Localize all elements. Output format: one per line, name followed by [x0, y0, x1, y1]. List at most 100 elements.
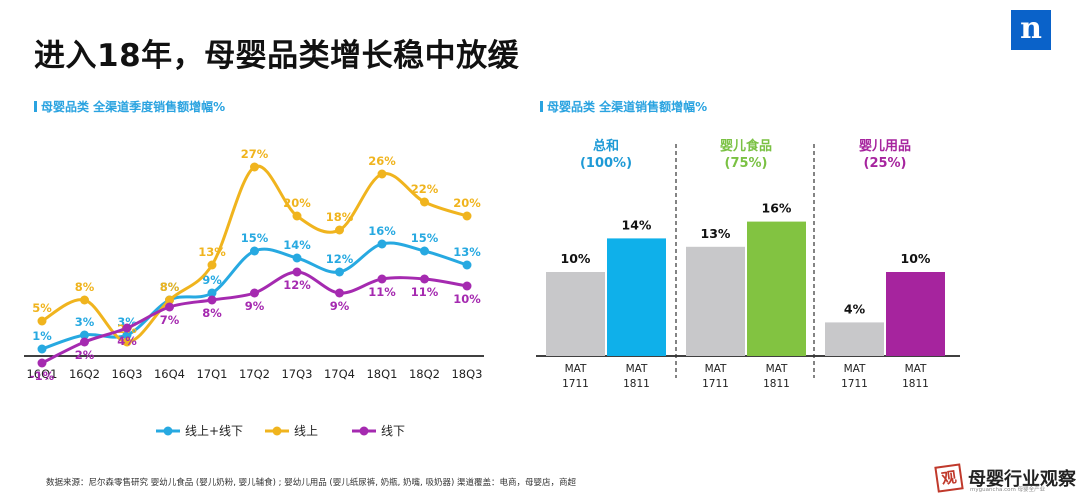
- legend-label: 线上+线下: [185, 424, 243, 438]
- title-marker-icon: [34, 101, 37, 112]
- data-point: [207, 260, 217, 270]
- bar-category-label: 1811: [902, 378, 929, 390]
- bar-category-label: MAT: [626, 363, 648, 375]
- data-label: 20%: [453, 196, 481, 210]
- bar-value-label: 16%: [762, 201, 792, 216]
- line-chart-title-text: 母婴品类 全渠道季度销售额增幅%: [41, 100, 226, 114]
- bar-category-label: MAT: [705, 363, 727, 375]
- data-point: [377, 239, 387, 249]
- data-point: [250, 162, 259, 172]
- x-tick-label: 16Q1: [26, 367, 57, 381]
- data-point: [37, 344, 47, 354]
- group-name: 总和: [593, 138, 619, 154]
- group-name: 婴儿用品: [859, 138, 911, 154]
- line-chart: 16Q1 16Q2 16Q3 16Q4 17Q1 17Q2 17Q3 17Q4 18Q1 18Q2…: [24, 147, 484, 438]
- data-label: 12%: [326, 252, 354, 266]
- watermark-badge-icon: 观: [934, 463, 964, 493]
- bar-category-label: 1711: [562, 378, 589, 390]
- legend-swatch-dot: [359, 426, 369, 436]
- data-point: [165, 295, 174, 305]
- data-point: [207, 288, 217, 298]
- group-share: (75%): [725, 156, 768, 171]
- bar-value-label: 14%: [622, 217, 652, 232]
- data-point: [335, 267, 344, 277]
- data-point: [80, 295, 89, 305]
- data-point: [420, 274, 429, 284]
- bar: [747, 221, 806, 356]
- source-note: 数据来源：尼尔森零售研究 婴幼儿食品 (婴儿奶粉, 婴儿辅食) ; 婴幼儿用品 …: [46, 478, 576, 488]
- data-point: [335, 288, 344, 298]
- legend-swatch-dot: [272, 426, 282, 436]
- bar-value-label: 10%: [901, 251, 931, 266]
- bar-value-label: 4%: [844, 301, 866, 316]
- data-label: 9%: [245, 299, 265, 313]
- data-point: [122, 337, 132, 347]
- data-point: [420, 197, 429, 207]
- legend-label: 线上: [294, 424, 318, 438]
- bar-category-label: 1711: [702, 378, 729, 390]
- data-label: 5%: [32, 301, 52, 315]
- data-label: 15%: [411, 231, 439, 245]
- data-label: -1%: [30, 369, 55, 383]
- data-point: [250, 288, 259, 298]
- data-label: 3%: [75, 315, 95, 329]
- x-tick-label: 16Q2: [69, 367, 100, 381]
- bar-category-label: MAT: [565, 363, 587, 375]
- data-point: [292, 211, 302, 221]
- bar-category-label: MAT: [905, 363, 927, 375]
- data-label: 13%: [453, 245, 481, 259]
- bar-chart: 总和 (100%) 10% MAT 1711 14% MAT 1811 婴儿食品 (75%) 13%…: [536, 138, 960, 390]
- x-tick-label: 18Q3: [451, 367, 482, 381]
- legend-swatch-dot: [163, 426, 173, 436]
- bar: [686, 246, 745, 356]
- data-point: [37, 316, 47, 326]
- x-tick-label: 17Q1: [196, 367, 227, 381]
- data-point: [462, 260, 472, 270]
- watermark-url: myguancha.com 母婴全产业: [970, 487, 1046, 493]
- data-label: 1%: [32, 329, 52, 343]
- x-tick-label: 18Q2: [409, 367, 440, 381]
- bar: [886, 272, 945, 356]
- data-point: [420, 246, 429, 256]
- data-label: 8%: [160, 280, 180, 294]
- page-title: 进入18年，母婴品类增长稳中放缓: [34, 38, 520, 74]
- data-point: [462, 211, 472, 221]
- bar-value-label: 10%: [561, 251, 591, 266]
- bar-category-label: 1711: [841, 378, 868, 390]
- group-name: 婴儿食品: [720, 138, 772, 154]
- data-label: 16%: [368, 224, 396, 238]
- data-label: 27%: [241, 147, 269, 161]
- data-point: [80, 337, 89, 347]
- group-share: (25%): [864, 156, 907, 171]
- data-point: [80, 330, 89, 340]
- bar: [607, 238, 666, 356]
- data-label: 4%: [117, 334, 137, 348]
- data-label: 8%: [75, 280, 95, 294]
- group-share: (100%): [580, 156, 632, 171]
- x-tick-label: 16Q3: [111, 367, 142, 381]
- data-label: 12%: [283, 278, 311, 292]
- bar: [546, 272, 605, 356]
- data-label: 14%: [283, 238, 311, 252]
- data-label: 26%: [368, 154, 396, 168]
- x-tick-label: 16Q4: [154, 367, 185, 381]
- x-tick-label: 17Q2: [239, 367, 270, 381]
- bar-category-label: MAT: [766, 363, 788, 375]
- data-point: [37, 358, 47, 368]
- data-point: [462, 281, 472, 291]
- data-point: [165, 302, 174, 312]
- data-point: [292, 253, 302, 263]
- data-label: 13%: [198, 245, 226, 259]
- series-line-3: [41, 270, 468, 365]
- line-chart-title: 母婴品类 全渠道季度销售额增幅%: [34, 98, 225, 115]
- data-point: [335, 225, 344, 235]
- bar-chart-title: 母婴品类 全渠道销售额增幅%: [540, 98, 707, 115]
- data-label: 11%: [411, 285, 439, 299]
- data-point: [207, 295, 217, 305]
- data-point: [250, 246, 259, 256]
- bar: [825, 322, 884, 356]
- data-label: 8%: [160, 280, 180, 294]
- x-tick-label: 18Q1: [366, 367, 397, 381]
- data-label: 18%: [326, 210, 354, 224]
- data-label: 15%: [241, 231, 269, 245]
